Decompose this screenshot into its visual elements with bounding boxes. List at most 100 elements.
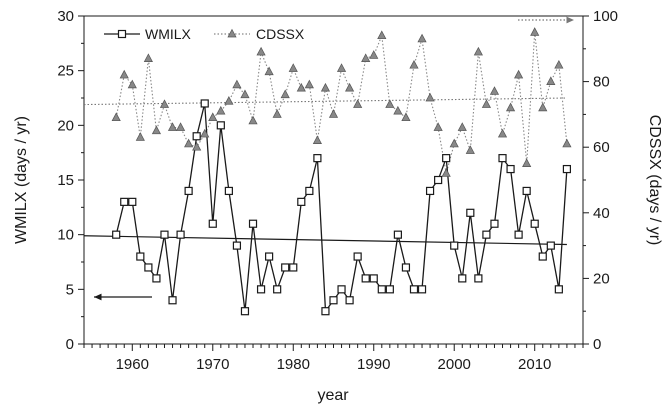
wmilx-point [281,263,290,272]
y-left-axis-label: WMILX (days / yr) [13,116,30,244]
cdssx-point [497,128,508,138]
y-left-tick-label-5: 5 [66,281,74,298]
wmilx-point [514,230,523,239]
cdssx-point [135,132,145,141]
wmilx-point [562,164,572,174]
cdssx-point [143,53,153,62]
wmilx-point [273,285,282,294]
wmilx-point [329,296,338,305]
wmilx-point [168,296,177,305]
wmilx-point [305,186,314,196]
cdssx-point [401,112,411,122]
wmilx-point [506,164,515,174]
x-axis-ticks: 1960 1970 1980 1990 2000 2010 [83,344,584,373]
y-right-tick-label-80: 80 [593,74,610,91]
cdssx-point [248,115,258,125]
cdssx-point [320,82,331,92]
wmilx-point [184,186,193,196]
wmilx-point [120,197,129,206]
wmilx-point [546,241,555,250]
cdssx-point [481,99,492,108]
y-right-tick-label-40: 40 [593,205,610,222]
wmilx-point [176,230,185,239]
wmilx-point [240,307,250,316]
cdssx-point [119,69,129,79]
y-left-tick-label-25: 25 [57,63,74,80]
wmilx-series-line [115,103,568,314]
wmilx-point [265,252,274,261]
x-tick-label-1970: 1970 [196,356,229,373]
series-lines [115,32,568,314]
wmilx-point [200,99,209,108]
cdssx-point [457,122,467,131]
cdssx-point [264,66,274,76]
wmilx-point [490,219,499,228]
wmilx-point [256,285,266,294]
wmilx-trend-line [83,235,567,246]
cdssx-point [304,79,314,89]
wmilx-point [152,274,161,283]
cdssx-point [530,27,540,36]
wmilx-point [450,241,459,250]
wmilx-point [482,230,491,239]
cdssx-point [336,63,347,72]
cdssx-trend-line [83,97,567,106]
wmilx-point [337,285,346,294]
cdssx-point [473,46,483,56]
x-tick-label-2010: 2010 [518,356,551,373]
y-right-tick-label-60: 60 [593,139,610,156]
wmilx-point [345,296,354,305]
wmilx-point [160,230,169,239]
cdssx-point [361,53,371,62]
y-left-tick-label-0: 0 [66,336,74,353]
legend: WMILX CDSSX [104,26,305,42]
cdssx-point [192,141,202,151]
cdssx-point [353,99,363,108]
wmilx-point [112,230,121,239]
cdssx-point [489,86,500,95]
cdssx-point [256,46,266,56]
cdssx-point [224,96,234,105]
cdssx-point [377,30,387,40]
cdssx-point [409,59,419,69]
y-left-axis-ticks: 0 5 10 15 20 25 30 [57,8,84,353]
plot-area-frame [83,15,584,345]
wmilx-point [522,186,531,196]
legend-cdssx-marker [227,28,237,38]
wmilx-point [401,263,411,272]
cdssx-point [151,125,162,135]
wmilx-point [498,154,507,163]
wmilx-point [385,285,394,294]
wmilx-point [361,274,370,283]
cdssx-point [385,99,395,108]
wmilx-point [208,219,217,228]
wmilx-point [530,219,539,228]
legend-cdssx-label: CDSSX [256,26,305,42]
cdssx-point [465,145,475,154]
cdssx-point [127,79,137,89]
wmilx-point [136,252,145,261]
cdssx-point [167,122,178,131]
cdssx-point [288,63,298,72]
wmilx-point [289,263,298,272]
cdssx-point [159,99,170,108]
wmilx-point [297,197,306,206]
cdssx-point [441,168,451,177]
wmilx-point [144,263,153,272]
wmilx-point [554,285,563,294]
wmilx-point [128,197,137,206]
cdssx-point [345,82,355,92]
y-right-tick-label-20: 20 [593,270,610,287]
wmilx-point [409,285,419,294]
x-axis-label: year [317,387,349,404]
wmilx-point [458,274,467,283]
x-tick-label-1990: 1990 [357,356,390,373]
cdssx-point [538,102,548,112]
y-right-tick-label-100: 100 [593,8,618,25]
cdssx-point [328,109,339,118]
cdssx-series-line [115,32,568,174]
cdssx-point [425,92,435,102]
series-markers [111,27,572,316]
legend-wmilx-marker [117,29,127,39]
cdssx-point [393,105,403,115]
